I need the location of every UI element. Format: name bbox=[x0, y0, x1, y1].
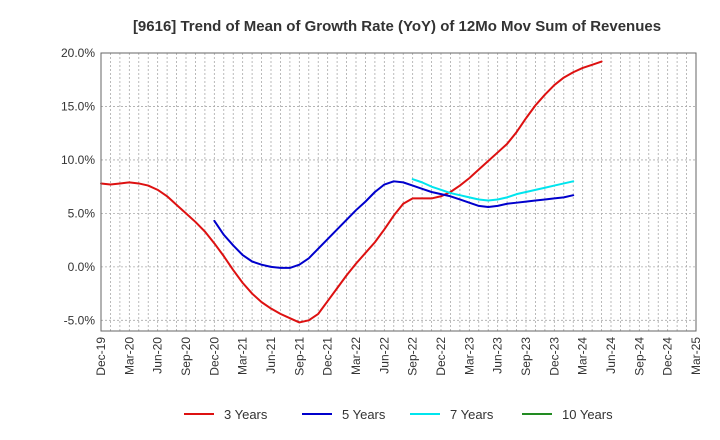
series-line-7-years bbox=[411, 178, 575, 202]
y-tick-label: 15.0% bbox=[61, 99, 95, 113]
series-line-5-years bbox=[213, 180, 575, 269]
x-tick-label: Dec-23 bbox=[547, 337, 561, 376]
x-tick-label: Mar-25 bbox=[689, 337, 703, 375]
y-tick-label: 5.0% bbox=[68, 206, 96, 220]
y-axis: 20.0% 15.0% 10.0% 5.0% 0.0% -5.0% bbox=[61, 46, 95, 327]
x-tick-label: Sep-20 bbox=[179, 337, 193, 376]
x-tick-label: Dec-24 bbox=[661, 337, 675, 376]
legend: 3 Years 5 Years 7 Years 10 Years bbox=[184, 407, 613, 422]
x-tick-label: Jun-21 bbox=[264, 337, 278, 374]
series-line-3-years bbox=[100, 60, 603, 324]
legend-label-10-years: 10 Years bbox=[562, 407, 613, 422]
x-tick-label: Jun-22 bbox=[377, 337, 391, 374]
chart-title: [9616] Trend of Mean of Growth Rate (YoY… bbox=[133, 18, 661, 35]
x-tick-label: Jun-23 bbox=[491, 337, 505, 374]
x-tick-label: Mar-21 bbox=[236, 337, 250, 375]
legend-label-3-years: 3 Years bbox=[224, 407, 268, 422]
x-tick-label: Dec-22 bbox=[434, 337, 448, 376]
x-tick-label: Mar-24 bbox=[576, 337, 590, 375]
plot-area-frame bbox=[100, 52, 697, 332]
x-tick-label: Mar-22 bbox=[349, 337, 363, 375]
x-tick-label: Sep-22 bbox=[406, 337, 420, 376]
legend-label-7-years: 7 Years bbox=[450, 407, 494, 422]
y-tick-label: -5.0% bbox=[64, 313, 96, 327]
y-tick-label: 20.0% bbox=[61, 46, 95, 60]
y-tick-label: 10.0% bbox=[61, 153, 95, 167]
x-tick-label: Sep-24 bbox=[632, 337, 646, 376]
x-tick-label: Jun-24 bbox=[604, 337, 618, 374]
x-tick-label: Mar-23 bbox=[462, 337, 476, 375]
x-tick-label: Sep-21 bbox=[292, 337, 306, 376]
grid bbox=[101, 52, 696, 331]
x-tick-label: Sep-23 bbox=[519, 337, 533, 376]
x-tick-label: Dec-19 bbox=[94, 337, 108, 376]
x-axis: Dec-19 Mar-20 Jun-20 Sep-20 Dec-20 Mar-21 Jun-… bbox=[94, 337, 703, 376]
series-lines bbox=[100, 60, 603, 324]
x-tick-label: Jun-20 bbox=[151, 337, 165, 374]
x-tick-label: Mar-20 bbox=[122, 337, 136, 375]
x-tick-label: Dec-20 bbox=[207, 337, 221, 376]
legend-label-5-years: 5 Years bbox=[342, 407, 386, 422]
x-tick-label: Dec-21 bbox=[321, 337, 335, 376]
y-tick-label: 0.0% bbox=[68, 260, 96, 274]
